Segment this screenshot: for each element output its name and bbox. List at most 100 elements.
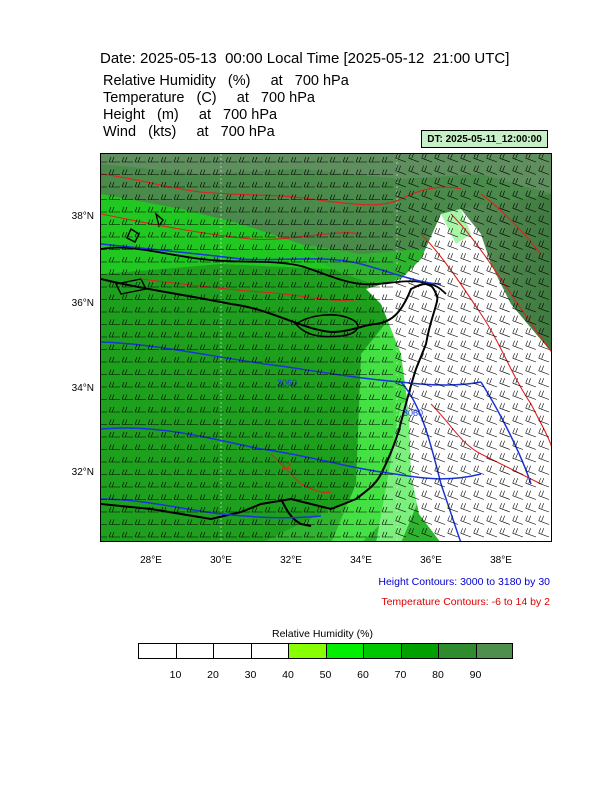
wind-barb bbox=[342, 406, 354, 413]
dt-badge: DT: 2025-05-11_12:00:00 bbox=[421, 130, 548, 148]
wind-barb bbox=[395, 465, 407, 475]
humidity-fill-dry bbox=[366, 209, 551, 541]
lon-label: 36°E bbox=[420, 555, 442, 566]
wind-barb bbox=[134, 294, 146, 300]
wind-barb bbox=[108, 381, 120, 388]
wind-barb bbox=[251, 419, 263, 425]
wind-barb bbox=[134, 494, 146, 500]
wind-barb bbox=[173, 444, 185, 450]
wind-barb bbox=[368, 231, 380, 238]
wind-barb bbox=[212, 231, 224, 238]
wind-barb bbox=[173, 519, 185, 525]
wind-barb bbox=[199, 531, 211, 538]
wind-barb bbox=[512, 453, 524, 463]
wind-barb bbox=[238, 256, 250, 263]
wind-barb bbox=[147, 269, 159, 275]
wind-barb bbox=[381, 519, 393, 525]
wind-barb bbox=[303, 494, 315, 500]
wind-barb bbox=[486, 278, 498, 288]
wind-barb bbox=[290, 181, 302, 188]
wind-barb bbox=[212, 219, 224, 225]
wind-barb bbox=[460, 265, 472, 275]
wind-barb bbox=[225, 156, 237, 163]
wind-barb bbox=[101, 532, 107, 538]
wind-barb bbox=[499, 378, 511, 388]
wind-barb bbox=[238, 419, 250, 425]
wind-barb bbox=[342, 469, 354, 475]
wind-barb bbox=[303, 194, 315, 200]
wind-barb bbox=[368, 369, 380, 375]
wind-barb bbox=[173, 269, 185, 275]
wind-barb bbox=[473, 415, 485, 425]
wind-barb bbox=[342, 456, 354, 463]
wind-barb bbox=[368, 156, 380, 163]
wind-barb bbox=[251, 381, 263, 388]
wind-barb bbox=[160, 431, 172, 438]
wind-barb bbox=[408, 465, 420, 475]
wind-barb bbox=[408, 278, 420, 288]
wind-barb bbox=[303, 244, 315, 250]
wind-barb bbox=[186, 256, 198, 263]
wind-barb bbox=[460, 228, 472, 238]
wind-barb bbox=[499, 453, 511, 463]
wind-barb bbox=[421, 228, 433, 238]
wind-barb bbox=[447, 240, 459, 250]
wind-barb bbox=[408, 453, 420, 463]
wind-barb bbox=[381, 431, 393, 438]
wind-barb bbox=[316, 169, 328, 175]
wind-barb bbox=[434, 203, 446, 213]
wind-barb bbox=[160, 219, 172, 225]
wind-barb bbox=[329, 269, 341, 275]
wind-barb bbox=[434, 503, 446, 513]
wind-barb bbox=[290, 469, 302, 475]
wind-barb bbox=[121, 481, 133, 488]
wind-barb bbox=[381, 231, 393, 238]
wind-barb bbox=[290, 506, 302, 513]
wind-barb bbox=[199, 381, 211, 388]
wind-barb bbox=[108, 369, 120, 375]
wind-barb bbox=[395, 290, 407, 300]
wind-barb bbox=[525, 328, 537, 338]
temperature-contour bbox=[270, 453, 332, 493]
wind-barb bbox=[290, 156, 302, 163]
wind-barb bbox=[225, 194, 237, 200]
wind-barb bbox=[173, 181, 185, 188]
wind-barb bbox=[108, 181, 120, 188]
wind-barb bbox=[473, 353, 485, 363]
wind-barb bbox=[434, 490, 446, 500]
wind-barb bbox=[147, 244, 159, 250]
wind-barb bbox=[342, 231, 354, 238]
wind-barb bbox=[121, 344, 133, 350]
wind-barb bbox=[460, 190, 472, 200]
wind-barb bbox=[160, 356, 172, 363]
wind-barb bbox=[473, 290, 485, 300]
wind-barb bbox=[199, 169, 211, 175]
wind-barb bbox=[381, 319, 393, 325]
wind-barb bbox=[512, 503, 524, 513]
wind-barb bbox=[173, 494, 185, 500]
wind-barb bbox=[101, 469, 107, 475]
wind-barb bbox=[277, 481, 289, 488]
wind-barb bbox=[486, 328, 498, 338]
wind-barb bbox=[264, 431, 276, 438]
wind-barb bbox=[160, 256, 172, 263]
wind-barb bbox=[160, 281, 172, 288]
wind-barb bbox=[121, 506, 133, 513]
wind-barb bbox=[329, 244, 341, 250]
wind-barb bbox=[199, 244, 211, 250]
wind-barb bbox=[316, 306, 328, 313]
wind-barb bbox=[101, 382, 107, 388]
wind-barb bbox=[499, 178, 511, 188]
wind-barb bbox=[225, 531, 237, 538]
wind-barb bbox=[212, 256, 224, 263]
wind-barb bbox=[173, 231, 185, 238]
wind-barb bbox=[368, 481, 380, 488]
wind-barb bbox=[342, 531, 354, 538]
colorbar-swatch bbox=[475, 643, 513, 659]
wind-barb bbox=[186, 244, 198, 250]
wind-barb bbox=[355, 256, 367, 263]
wind-barb bbox=[225, 294, 237, 300]
wind-barb bbox=[199, 419, 211, 425]
wind-barb bbox=[499, 528, 511, 538]
wind-barb bbox=[160, 444, 172, 450]
